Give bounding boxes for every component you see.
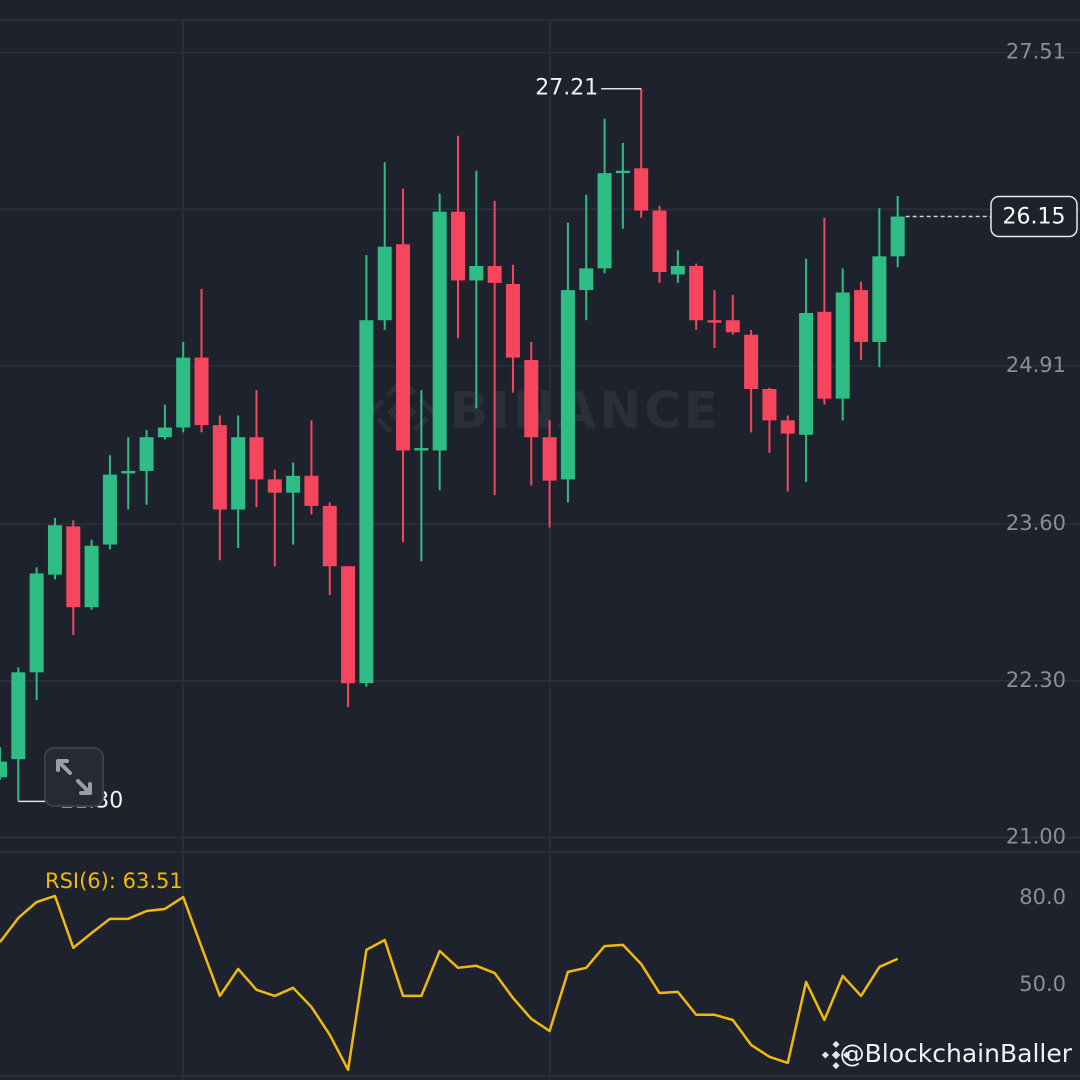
watermark-text: BINANCE (450, 382, 721, 440)
candle-body (66, 526, 81, 608)
candle-body (432, 211, 447, 451)
candle-body (139, 437, 154, 471)
last-price-label: 26.15 (1003, 205, 1066, 230)
candle-body (102, 474, 117, 545)
candle-body (84, 545, 99, 608)
candle-body (249, 437, 264, 480)
candle-body (121, 470, 136, 474)
candle-body (835, 292, 850, 399)
candle-body (689, 265, 704, 321)
candle-body (157, 427, 172, 438)
candle-body (176, 357, 191, 428)
rsi-title: RSI(6): 63.51 (45, 869, 183, 893)
candle-body (505, 284, 520, 358)
candle-body (194, 357, 209, 426)
rsi-line (0, 894, 899, 1072)
y-tick-label: 80.0 (1019, 885, 1066, 909)
candle-body (212, 425, 227, 510)
candle-body (487, 265, 502, 283)
candle-body (469, 265, 484, 281)
marks: 27.5126.2124.9123.6022.3021.0027.2121.30… (0, 40, 1080, 1072)
candle-body (396, 244, 411, 451)
candle-body (267, 479, 282, 493)
candle-body (304, 475, 319, 506)
candle-body (744, 334, 759, 389)
candle-body (524, 360, 539, 438)
high-label: 27.21 (535, 76, 598, 101)
candle-body (579, 268, 594, 291)
candle-body (890, 216, 905, 257)
y-tick-label: 21.00 (1006, 825, 1066, 849)
candle-body (707, 320, 722, 323)
candle-body (652, 210, 667, 273)
candle-body (341, 566, 356, 684)
y-tick-label: 23.60 (1006, 511, 1066, 535)
candle-body (615, 170, 630, 174)
candle-body (231, 437, 246, 510)
candle-body (670, 265, 685, 275)
candle-body (634, 168, 649, 211)
credit-text: @BlockchainBaller (840, 1039, 1073, 1068)
candle-body (451, 211, 465, 281)
candle-body (872, 256, 887, 342)
last-price-box (990, 195, 1078, 238)
expand-icon[interactable] (56, 759, 92, 795)
candle-body (597, 173, 612, 269)
y-tick-label: 27.51 (1006, 40, 1066, 64)
credit: @BlockchainBaller (821, 1039, 1073, 1070)
candle-body (542, 437, 557, 481)
candle-body (725, 320, 740, 333)
y-tick-label: 24.91 (1006, 353, 1066, 377)
candle-body (560, 290, 575, 480)
candle-body (47, 525, 62, 575)
y-tick-label: 50.0 (1019, 972, 1066, 996)
expand-button[interactable] (44, 747, 104, 807)
candle-body (0, 761, 7, 778)
candle-body (780, 420, 795, 434)
candle-body (799, 313, 814, 435)
candle-body (359, 320, 374, 684)
candle-body (762, 388, 777, 421)
candle-body (817, 311, 832, 399)
candle-body (322, 505, 337, 567)
candle-body (414, 448, 429, 451)
candle-body (377, 246, 392, 321)
candle-body (29, 573, 44, 673)
candle-body (11, 672, 26, 760)
candle-body (286, 475, 301, 493)
expand-button-bg[interactable] (44, 747, 104, 807)
candle-body (854, 290, 869, 342)
y-tick-label: 22.30 (1006, 668, 1066, 692)
